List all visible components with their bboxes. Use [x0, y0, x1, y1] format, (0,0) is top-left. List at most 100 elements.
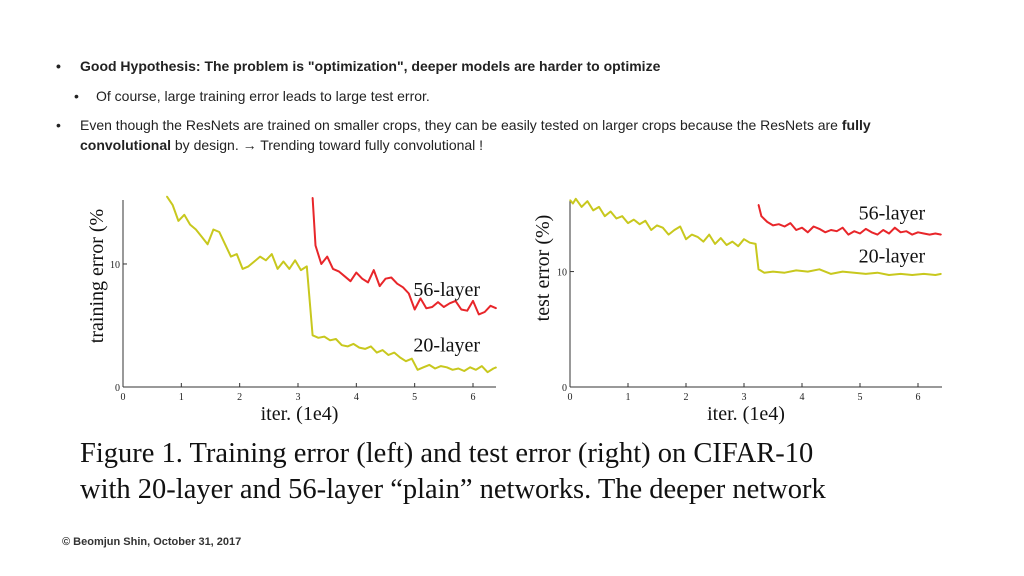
- caption-line-1: Figure 1. Training error (left) and test…: [80, 438, 814, 469]
- chart2-x-tick-label: 0: [568, 392, 573, 403]
- chart2-data-point-20-layer: [934, 274, 937, 276]
- chart2-x-tick-label: 1: [626, 392, 631, 403]
- chart2-data-point-56-layer: [847, 234, 850, 236]
- chart1-data-point-56-layer: [425, 307, 427, 309]
- chart2-data-point-56-layer: [757, 204, 760, 206]
- chart1-data-point-56-layer: [332, 268, 334, 270]
- chart1-data-point-20-layer: [492, 367, 495, 370]
- chart2-data-point-20-layer: [923, 273, 925, 275]
- chart2-data-point-20-layer: [853, 272, 855, 274]
- chart2-data-point-56-layer: [882, 229, 884, 231]
- chart2-x-tick-label: 2: [684, 392, 689, 403]
- chart2-data-point-56-layer: [795, 229, 797, 231]
- chart2-data-point-56-layer: [824, 231, 826, 233]
- bullet-dot: •: [56, 117, 61, 133]
- chart1-data-point-56-layer: [379, 285, 381, 287]
- bullet-dot: •: [74, 88, 79, 104]
- chart2-data-point-20-layer: [633, 219, 635, 221]
- chart2-data-point-56-layer: [818, 228, 821, 230]
- chart1-data-point-56-layer: [396, 283, 398, 285]
- chart1-data-point-20-layer: [323, 335, 325, 338]
- chart1-data-point-20-layer: [317, 337, 320, 339]
- chart1-data-point-20-layer: [486, 371, 489, 373]
- chart2-x-tick-label: 6: [916, 392, 921, 403]
- chart2-data-point-20-layer: [755, 243, 757, 245]
- chart1-data-point-20-layer: [271, 253, 273, 255]
- chart2-data-point-20-layer: [865, 273, 867, 275]
- chart1-data-point-20-layer: [195, 228, 197, 231]
- chart2-data-point-56-layer: [905, 230, 908, 232]
- chart1-data-point-56-layer: [437, 301, 439, 303]
- chart2-data-point-20-layer: [708, 234, 710, 236]
- chart1-data-point-20-layer: [306, 265, 308, 268]
- chart2-data-point-20-layer: [586, 200, 589, 202]
- chart1-data-point-20-layer: [428, 364, 430, 366]
- chart2-data-point-20-layer: [569, 199, 571, 201]
- chart2-y-axis-label: test error (%): [532, 215, 554, 322]
- caption-line-2: with 20-layer and 56-layer “plain” netwo…: [80, 474, 826, 505]
- chart2-data-point-56-layer: [934, 232, 937, 235]
- chart1-data-point-56-layer: [314, 244, 317, 247]
- bullet-list: • Good Hypothesis: The problem is "optim…: [56, 56, 958, 155]
- chart2-data-point-20-layer: [720, 237, 722, 239]
- chart1-data-point-56-layer: [338, 270, 340, 272]
- chart1-data-point-20-layer: [282, 260, 285, 263]
- chart1-data-point-20-layer: [446, 366, 448, 368]
- bullet-text: Good Hypothesis: The problem is "optimiz…: [80, 58, 661, 74]
- chart1-data-point-20-layer: [422, 366, 425, 368]
- chart2-data-point-20-layer: [572, 202, 574, 205]
- chart1-data-point-20-layer: [177, 220, 180, 222]
- chart2-series-line-20-layer: [569, 197, 942, 276]
- chart2-data-point-20-layer: [807, 270, 809, 273]
- chart2-data-point-20-layer: [639, 223, 641, 225]
- chart2-x-axis-label: iter. (1e4): [707, 403, 785, 425]
- chart1-x-tick-label: 1: [179, 392, 184, 403]
- chart1-data-point-56-layer: [408, 292, 410, 295]
- chart2-data-point-20-layer: [615, 217, 618, 220]
- chart1-data-point-56-layer: [367, 281, 369, 284]
- chart2-data-point-20-layer: [900, 273, 902, 275]
- chart2-data-point-56-layer: [801, 227, 803, 229]
- chart2-data-point-20-layer: [650, 229, 652, 231]
- bullet-text-before: Even though the ResNets are trained on s…: [80, 117, 842, 133]
- chart2-data-point-56-layer: [871, 231, 873, 233]
- chart1-data-point-20-layer: [218, 231, 220, 233]
- figure-caption: Figure 1. Training error (left) and test…: [80, 436, 980, 508]
- chart1-data-point-20-layer: [253, 260, 255, 263]
- chart1-data-point-20-layer: [399, 356, 401, 359]
- chart1-data-point-20-layer: [469, 366, 471, 368]
- chart1-x-tick-label: 2: [237, 392, 242, 403]
- chart2-data-point-56-layer: [894, 227, 896, 229]
- chart2-data-point-20-layer: [795, 269, 797, 272]
- chart2-data-point-20-layer: [784, 272, 786, 274]
- chart1-data-point-20-layer: [288, 268, 290, 270]
- chart1-series-line-20-layer: [165, 195, 497, 374]
- chart1-data-point-56-layer: [419, 297, 422, 300]
- chart2-data-point-56-layer: [830, 229, 832, 231]
- chart2-data-point-20-layer: [621, 215, 623, 217]
- chart1-data-point-20-layer: [276, 268, 279, 270]
- chart1-data-point-20-layer: [259, 255, 261, 258]
- chart2-data-point-56-layer: [853, 230, 855, 232]
- chart2-data-point-20-layer: [940, 273, 942, 275]
- chart1-data-point-20-layer: [224, 243, 226, 245]
- chart1-data-point-56-layer: [402, 286, 404, 288]
- chart2-y-tick-label: 10: [557, 268, 567, 279]
- chart2-data-point-20-layer: [757, 268, 760, 270]
- chart2-x-tick-label: 5: [858, 392, 863, 403]
- chart2-data-point-56-layer: [778, 223, 780, 225]
- chart1-data-point-56-layer: [326, 255, 328, 258]
- chart1-data-point-56-layer: [390, 276, 392, 279]
- chart1-data-point-56-layer: [454, 300, 457, 302]
- chart1-data-point-56-layer: [466, 310, 468, 312]
- chart2-data-point-56-layer: [929, 234, 931, 236]
- chart1-series-label-56-layer: 56-layer: [413, 279, 480, 301]
- chart1-data-point-20-layer: [405, 360, 407, 362]
- chart1-data-point-20-layer: [300, 269, 302, 271]
- chart2-data-point-56-layer: [865, 228, 867, 230]
- chart2-data-point-56-layer: [836, 230, 838, 232]
- chart2-data-point-56-layer: [917, 231, 919, 233]
- chart2-data-point-56-layer: [923, 232, 925, 235]
- chart1-data-point-20-layer: [265, 259, 267, 261]
- chart2-data-point-20-layer: [702, 240, 705, 243]
